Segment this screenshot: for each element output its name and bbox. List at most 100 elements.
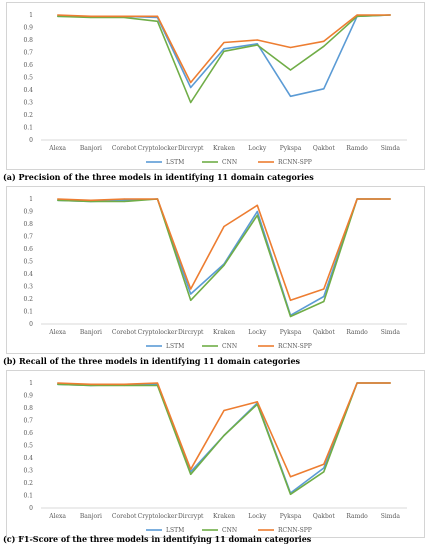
data-point: [256, 43, 258, 45]
x-tick-label: Dircrypt: [178, 145, 204, 152]
y-tick-label: 0.4: [23, 87, 33, 94]
data-point: [156, 198, 159, 200]
data-point: [156, 382, 159, 384]
y-tick-label: 0.6: [23, 246, 33, 253]
data-point: [156, 15, 159, 17]
data-point: [190, 468, 192, 470]
x-tick-label: Banjori: [80, 145, 102, 152]
series-line: [57, 382, 391, 478]
x-tick-label: Cryptolocker: [138, 329, 178, 336]
legend-label: CNN: [222, 527, 237, 534]
data-point: [90, 200, 92, 203]
y-tick-label: 0.5: [23, 443, 33, 450]
y-tick-label: 0.4: [23, 271, 33, 278]
data-point: [90, 384, 92, 387]
data-point: [90, 383, 92, 385]
data-point: [323, 45, 325, 47]
data-point: [223, 434, 225, 437]
data-point: [256, 204, 258, 206]
x-tick-label: Qakbot: [313, 145, 336, 152]
data-point: [190, 81, 192, 84]
x-tick-label: Qakbot: [313, 329, 336, 336]
f1-score-caption: (c) F1-Score of the three models in iden…: [3, 534, 312, 544]
data-point: [57, 382, 59, 384]
y-tick-label: 0.2: [23, 296, 33, 303]
y-tick-label: 0.7: [23, 50, 33, 57]
y-tick-label: 0.3: [23, 468, 33, 475]
y-tick-label: 0.9: [23, 393, 33, 400]
data-point: [323, 463, 325, 465]
x-tick-label: Corebot: [112, 329, 137, 336]
x-tick-label: Kraken: [213, 145, 235, 152]
x-tick-label: Locky: [248, 145, 267, 152]
y-tick-label: 0: [29, 505, 33, 512]
data-point: [90, 15, 92, 17]
y-tick-label: 0.4: [23, 455, 33, 462]
y-tick-label: 0.8: [23, 221, 33, 228]
data-point: [289, 315, 292, 318]
data-point: [223, 264, 225, 266]
x-tick-label: Corebot: [112, 145, 137, 152]
data-point: [123, 199, 125, 201]
f1-score-chart-frame: 0 0.1 0.2 0.3 0.4 0.5 0.6 0.7 0.8 0.9 1 Alexa Banjor…: [6, 370, 425, 538]
recall-chart-frame: 0 0.1 0.2 0.3 0.4 0.5 0.6 0.7 0.8 0.9 1 Alexa Banjor…: [6, 186, 425, 354]
x-tick-label: Banjori: [80, 329, 102, 336]
data-point: [190, 473, 192, 475]
series-line: [57, 198, 391, 318]
data-point: [289, 69, 292, 71]
x-tick-label: Simda: [381, 145, 401, 152]
x-tick-label: Qakbot: [313, 513, 336, 520]
y-tick-label: 0.9: [23, 25, 33, 32]
data-point: [256, 401, 258, 403]
data-point: [323, 471, 325, 473]
data-point: [356, 382, 358, 384]
data-point: [389, 198, 391, 200]
data-point: [323, 40, 325, 42]
precision-panel: 0 0.1 0.2 0.3 0.4 0.5 0.6 0.7 0.8 0.9 1 Alexa Banjor…: [0, 0, 431, 182]
y-tick-label: 0.9: [23, 209, 33, 216]
data-point: [356, 198, 358, 200]
data-point: [156, 20, 159, 22]
data-point: [123, 198, 125, 200]
data-point: [190, 288, 192, 290]
data-point: [190, 299, 192, 301]
x-tick-label: Simda: [381, 329, 401, 336]
data-point: [323, 467, 325, 469]
legend-label: LSTM: [166, 527, 184, 534]
legend-label: LSTM: [166, 343, 184, 350]
x-tick-label: Ramdo: [346, 329, 368, 336]
precision-chart-frame: 0 0.1 0.2 0.3 0.4 0.5 0.6 0.7 0.8 0.9 1 Alexa Banjor…: [6, 2, 425, 170]
y-tick-label: 0.6: [23, 430, 33, 437]
series-line: [57, 198, 391, 317]
x-tick-label: Cryptolocker: [138, 513, 178, 520]
data-point: [90, 199, 92, 201]
x-tick-label: Pykspa: [280, 513, 302, 520]
x-tick-label: Ramdo: [346, 145, 368, 152]
legend-label: CNN: [222, 159, 237, 166]
data-point: [123, 200, 125, 203]
data-point: [57, 199, 59, 201]
y-tick-label: 1: [29, 196, 33, 203]
y-tick-label: 0: [29, 137, 33, 144]
data-point: [323, 88, 325, 90]
y-tick-label: 0.7: [23, 234, 33, 241]
recall-caption: (b) Recall of the three models in identi…: [3, 356, 301, 366]
x-tick-label: Banjori: [80, 513, 102, 520]
x-tick-label: Alexa: [48, 145, 66, 152]
precision-caption: (a) Precision of the three models in ide…: [3, 172, 314, 182]
x-tick-label: Cryptolocker: [138, 145, 178, 152]
data-point: [57, 14, 59, 16]
y-tick-label: 0.6: [23, 62, 33, 69]
data-point: [289, 46, 292, 49]
legend-label: RCNN-SPP: [278, 159, 312, 166]
recall-panel: 0 0.1 0.2 0.3 0.4 0.5 0.6 0.7 0.8 0.9 1 Alexa Banjor…: [0, 184, 431, 366]
legend-label: LSTM: [166, 159, 184, 166]
x-tick-label: Simda: [381, 513, 401, 520]
x-tick-label: Corebot: [112, 513, 137, 520]
data-point: [323, 295, 325, 298]
data-point: [223, 225, 225, 228]
series-line: [57, 382, 391, 496]
x-tick-label: Alexa: [48, 513, 66, 520]
data-point: [389, 14, 391, 16]
x-tick-label: Pykspa: [280, 329, 302, 336]
